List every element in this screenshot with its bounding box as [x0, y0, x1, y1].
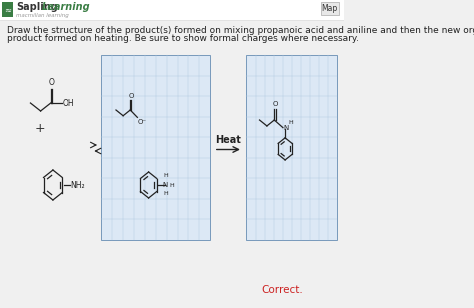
Text: +: +	[35, 121, 45, 135]
Text: Heat: Heat	[215, 135, 241, 144]
Text: Learning: Learning	[41, 2, 90, 12]
Text: H: H	[170, 183, 174, 188]
Bar	[321, 2, 338, 15]
Text: H: H	[163, 173, 168, 178]
Bar	[2, 2, 13, 17]
Text: macmillan learning: macmillan learning	[16, 13, 69, 18]
Text: H: H	[163, 191, 168, 196]
Text: Map: Map	[322, 4, 338, 13]
Text: ≈: ≈	[4, 5, 11, 14]
Text: O⁻: O⁻	[138, 119, 147, 125]
Text: Correct.: Correct.	[262, 285, 303, 295]
Text: N: N	[283, 125, 289, 131]
Text: O: O	[48, 78, 55, 87]
Text: Sapling: Sapling	[16, 2, 58, 12]
Text: N: N	[163, 182, 168, 188]
Bar	[246, 55, 337, 240]
Text: H: H	[289, 120, 293, 125]
Bar	[101, 55, 210, 240]
Text: product formed on heating. Be sure to show formal charges where necessary.: product formed on heating. Be sure to sh…	[7, 34, 359, 43]
Text: OH: OH	[63, 99, 75, 107]
Text: O: O	[272, 101, 278, 107]
Bar	[0, 0, 344, 20]
Text: Draw the structure of the product(s) formed on mixing propanoic acid and aniline: Draw the structure of the product(s) for…	[7, 26, 474, 35]
Text: O: O	[128, 92, 134, 99]
Text: NH₂: NH₂	[70, 180, 85, 189]
